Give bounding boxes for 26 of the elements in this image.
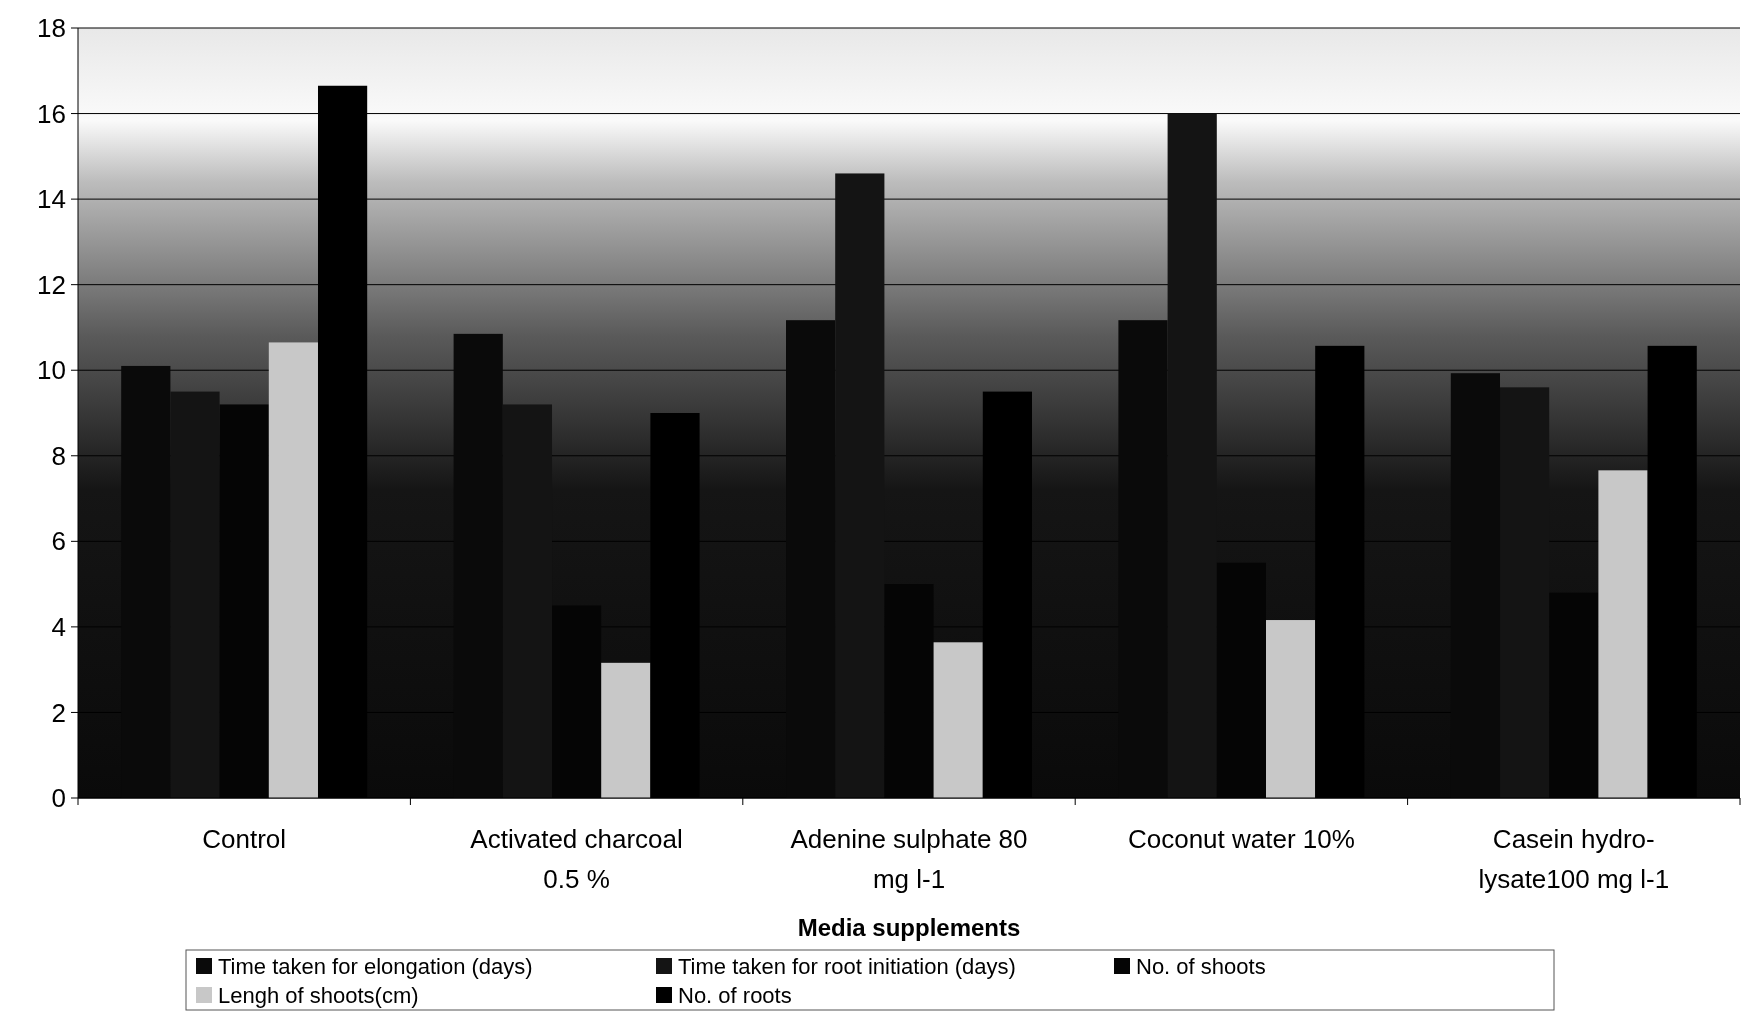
legend-label: Time taken for elongation (days) — [218, 953, 533, 979]
bar — [933, 642, 983, 798]
legend-label: No. of shoots — [1136, 953, 1266, 979]
y-tick-label: 16 — [37, 98, 66, 129]
y-tick-label: 8 — [51, 440, 66, 471]
y-tick-label: 0 — [51, 783, 66, 814]
y-tick-label: 2 — [51, 697, 66, 728]
y-tick-label: 12 — [37, 269, 66, 300]
y-tick-label: 6 — [51, 526, 66, 557]
bar — [268, 342, 318, 798]
legend-label: Time taken for root initiation (days) — [678, 953, 1016, 979]
bar — [1598, 470, 1648, 798]
x-tick-label: Activated charcoal 0.5 % — [470, 824, 683, 894]
bar — [1266, 620, 1316, 798]
y-tick-label: 18 — [37, 13, 66, 44]
x-tick-label: Coconut water 10% — [1127, 824, 1355, 854]
y-tick-label: 4 — [51, 611, 66, 642]
x-tick-label: Adenine sulphate 80 mg l-1 — [790, 824, 1028, 894]
x-axis-title: Media supplements — [797, 914, 1021, 941]
legend-label: Lengh of shoots(cm) — [218, 982, 419, 1008]
bar — [601, 662, 651, 798]
x-tick-label: Casein hydro-lysate100 mg l-1 — [1478, 824, 1670, 894]
y-tick-label: 10 — [37, 355, 66, 386]
y-tick-label: 14 — [37, 184, 66, 215]
x-tick-label: Control — [202, 824, 287, 854]
legend-label: No. of roots — [678, 982, 792, 1008]
